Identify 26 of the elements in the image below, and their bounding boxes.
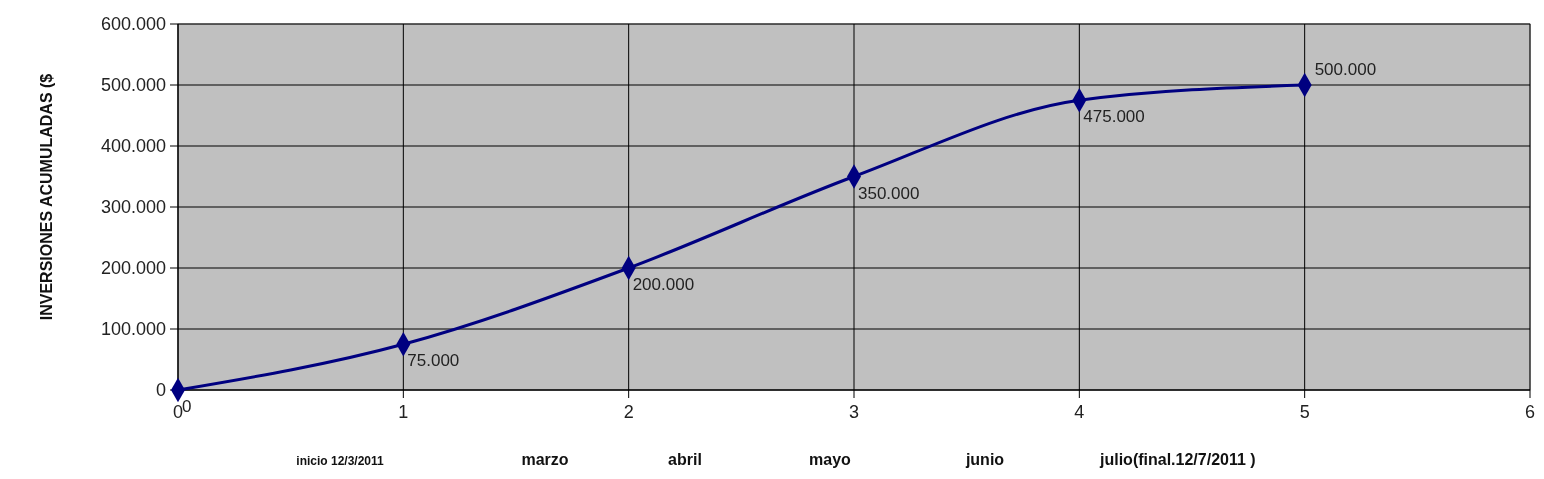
y-tick-label: 600.000	[100, 14, 166, 35]
y-tick-label: 200.000	[100, 258, 166, 279]
x-tick-label: 0	[172, 402, 184, 422]
data-label: 350.000	[858, 183, 920, 203]
x-tick-label: 3	[848, 402, 860, 422]
data-label: 200.000	[632, 275, 695, 294]
data-label: 75.000	[407, 351, 460, 371]
x-tick-label: 5	[1299, 402, 1310, 422]
text: marzo	[521, 451, 569, 468]
x-tick-label: 6	[1524, 402, 1536, 422]
y-tick-label: 400.000	[100, 136, 166, 157]
text: abril	[668, 451, 702, 468]
text: inicio 12/3/2011	[296, 454, 385, 468]
y-axis-title: INVERSIONES ACUMULADAS ($	[38, 73, 55, 321]
x-tick-label: 2	[623, 402, 634, 422]
y-tick-label: 500.000	[100, 75, 166, 96]
text: junio	[964, 451, 1005, 468]
x-tick-label: 1	[398, 402, 409, 422]
y-tick-label: 100.000	[100, 319, 166, 340]
text: julio(final.12/7/2011 )	[1099, 451, 1256, 468]
text: mayo	[809, 451, 852, 468]
y-tick-label: 300.000	[100, 197, 166, 218]
data-label: 500.000	[1314, 60, 1377, 79]
x-tick-label: 4	[1074, 402, 1085, 422]
data-label: 475.000	[1083, 107, 1145, 127]
y-tick-label: 0	[155, 380, 166, 401]
